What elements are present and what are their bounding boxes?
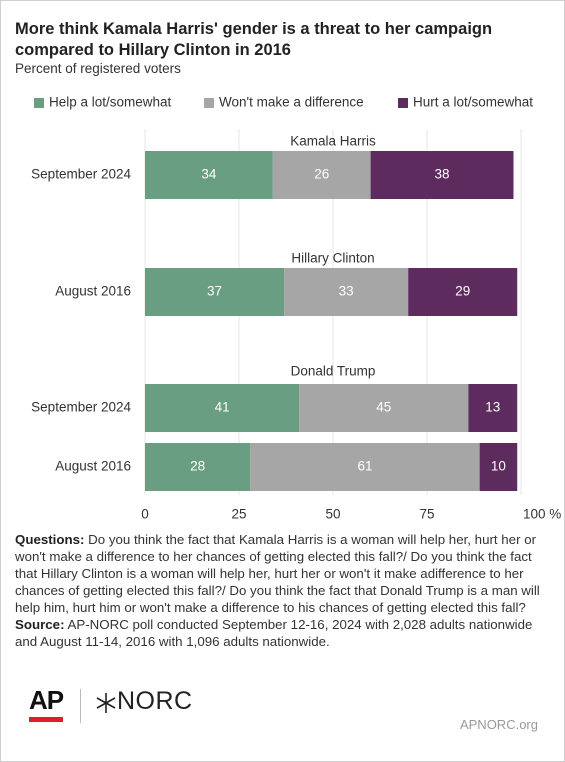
data-label: 61: [357, 459, 372, 474]
bar-segment: [299, 384, 469, 432]
bar-segment: [145, 151, 273, 199]
category-label: September 2024: [31, 167, 131, 182]
data-label: 37: [207, 284, 222, 299]
norc-star: [96, 693, 116, 713]
notes: Questions: Do you think the fact that Ka…: [15, 531, 550, 650]
ap-logo: AP: [29, 685, 64, 715]
x-tick-label: 100 %: [523, 507, 561, 522]
logo-separator: [80, 689, 81, 723]
legend-swatch: [34, 98, 44, 108]
data-label: 34: [201, 167, 217, 182]
legend-label: Won't make a difference: [219, 95, 364, 110]
x-tick-label: 25: [231, 507, 246, 522]
source-text: AP-NORC poll conducted September 12-16, …: [15, 617, 533, 649]
data-label: 38: [435, 167, 450, 182]
source-label: Source:: [15, 617, 65, 632]
questions-label: Questions:: [15, 532, 85, 547]
category-label: September 2024: [31, 400, 131, 415]
data-label: 10: [491, 459, 506, 474]
bar-segment: [145, 268, 285, 316]
ap-logo-bar: [29, 717, 63, 722]
category-label: August 2016: [55, 284, 131, 299]
data-label: 26: [314, 167, 329, 182]
group-label: Donald Trump: [291, 364, 376, 379]
bar-segment: [145, 443, 251, 491]
bar-segment: [408, 268, 518, 316]
data-label: 28: [190, 459, 205, 474]
bar-segment: [250, 443, 480, 491]
questions-text: Do you think the fact that Kamala Harris…: [15, 532, 540, 615]
legend-swatch: [204, 98, 214, 108]
norc-logo: NORC: [117, 687, 193, 715]
bar-segment: [370, 151, 514, 199]
data-label: 45: [376, 400, 391, 415]
footer-url: APNORC.org: [459, 717, 538, 732]
data-label: 29: [455, 284, 470, 299]
chart-subtitle: Percent of registered voters: [15, 61, 181, 76]
chart-title: More think Kamala Harris' gender is a th…: [15, 20, 493, 59]
bar-segment: [468, 384, 518, 432]
bar-segment: [272, 151, 371, 199]
legend-label: Help a lot/somewhat: [49, 95, 172, 110]
x-tick-label: 0: [141, 507, 149, 522]
chart: Help a lot/somewhat Won't make a differen…: [31, 95, 561, 522]
group-label: Hillary Clinton: [291, 251, 374, 266]
legend-label: Hurt a lot/somewhat: [413, 95, 533, 110]
legend-swatch: [398, 98, 408, 108]
data-label: 41: [215, 400, 230, 415]
bar-segment: [284, 268, 409, 316]
data-label: 33: [339, 284, 354, 299]
x-tick-label: 75: [419, 507, 434, 522]
x-tick-label: 50: [325, 507, 340, 522]
category-label: August 2016: [55, 459, 131, 474]
group-label: Kamala Harris: [290, 134, 376, 149]
data-label: 13: [485, 400, 500, 415]
bar-segment: [145, 384, 300, 432]
bar-segment: [479, 443, 518, 491]
